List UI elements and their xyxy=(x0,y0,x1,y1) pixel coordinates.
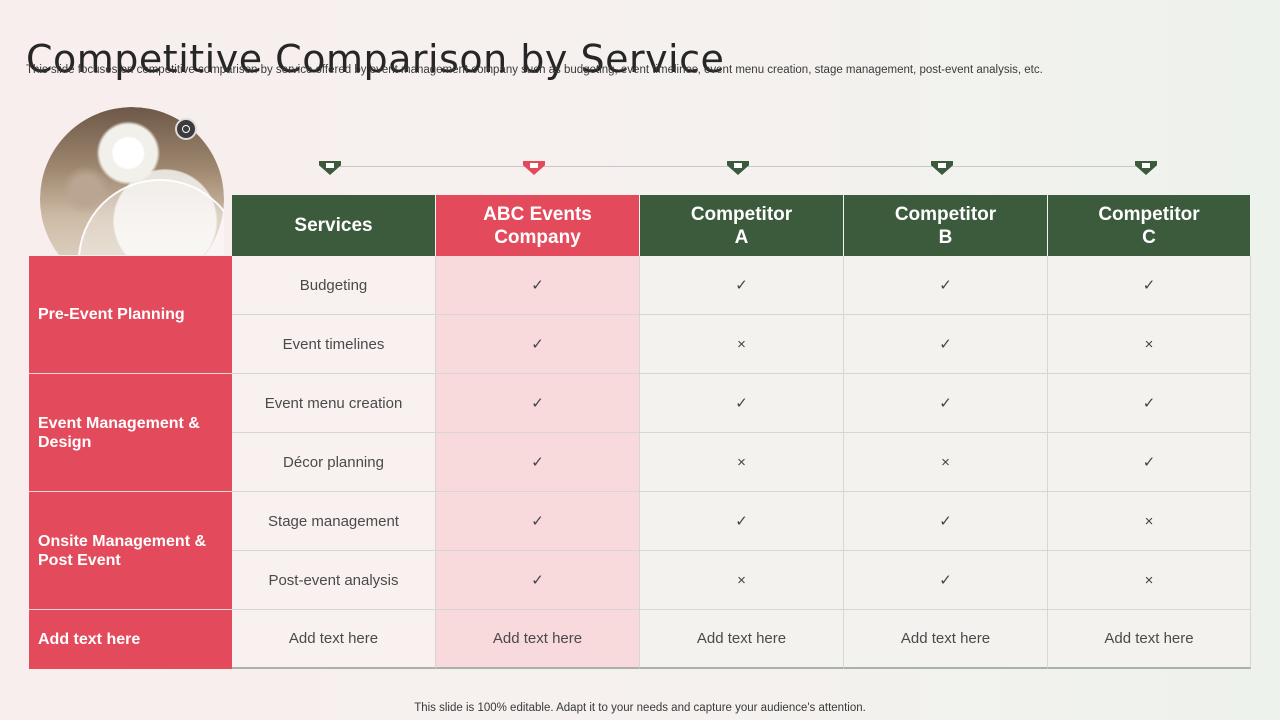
header-abc-events: ABC Events Company xyxy=(436,195,640,256)
comparison-table: Services ABC Events Company Competitor A… xyxy=(29,195,1251,669)
check-mark: ✓ xyxy=(436,315,640,374)
check-mark: ✓ xyxy=(1048,433,1251,492)
cross-mark: × xyxy=(640,315,844,374)
header-competitor-b: Competitor B xyxy=(844,195,1048,256)
check-mark: ✓ xyxy=(1048,374,1251,433)
service-cell: Décor planning xyxy=(232,433,436,492)
footer-note: This slide is 100% editable. Adapt it to… xyxy=(414,702,866,714)
check-mark: ✓ xyxy=(436,433,640,492)
cross-mark: × xyxy=(1048,492,1251,551)
arrow-down-icon xyxy=(319,161,341,175)
arrow-down-icon xyxy=(931,161,953,175)
check-mark: ✓ xyxy=(640,256,844,315)
check-mark: ✓ xyxy=(436,256,640,315)
service-cell: Budgeting xyxy=(232,256,436,315)
service-cell: Post-event analysis xyxy=(232,551,436,610)
group-label-pre-event: Pre-Event Planning xyxy=(29,256,232,374)
page-subtitle: This slide focuses on competitive compar… xyxy=(26,64,1043,76)
placeholder-cell: Add text here xyxy=(436,610,640,669)
service-cell: Stage management xyxy=(232,492,436,551)
placeholder-cell: Add text here xyxy=(232,610,436,669)
arrow-down-icon xyxy=(1135,161,1157,175)
check-mark: ✓ xyxy=(844,551,1048,610)
check-mark: ✓ xyxy=(844,256,1048,315)
group-label-onsite-management: Onsite Management & Post Event xyxy=(29,492,232,610)
check-mark: ✓ xyxy=(436,492,640,551)
placeholder-cell: Add text here xyxy=(640,610,844,669)
header-services: Services xyxy=(232,195,436,256)
check-mark: ✓ xyxy=(844,374,1048,433)
cross-mark: × xyxy=(1048,315,1251,374)
check-mark: ✓ xyxy=(436,551,640,610)
service-cell: Event timelines xyxy=(232,315,436,374)
group-label-event-management: Event Management & Design xyxy=(29,374,232,492)
header-competitor-c: Competitor C xyxy=(1048,195,1251,256)
cross-mark: × xyxy=(640,551,844,610)
cross-mark: × xyxy=(1048,551,1251,610)
cross-mark: × xyxy=(640,433,844,492)
page-title: Competitive Comparison by Service xyxy=(26,37,725,82)
placeholder-cell: Add text here xyxy=(1048,610,1251,669)
check-mark: ✓ xyxy=(1048,256,1251,315)
check-mark: ✓ xyxy=(844,492,1048,551)
placeholder-cell: Add text here xyxy=(844,610,1048,669)
table-corner xyxy=(29,195,232,256)
cross-mark: × xyxy=(844,433,1048,492)
check-mark: ✓ xyxy=(640,374,844,433)
check-mark: ✓ xyxy=(844,315,1048,374)
camera-icon xyxy=(175,118,197,140)
arrow-down-icon xyxy=(727,161,749,175)
arrow-down-icon xyxy=(523,161,545,175)
check-mark: ✓ xyxy=(640,492,844,551)
service-cell: Event menu creation xyxy=(232,374,436,433)
check-mark: ✓ xyxy=(436,374,640,433)
header-competitor-a: Competitor A xyxy=(640,195,844,256)
group-label-add-text: Add text here xyxy=(29,610,232,669)
